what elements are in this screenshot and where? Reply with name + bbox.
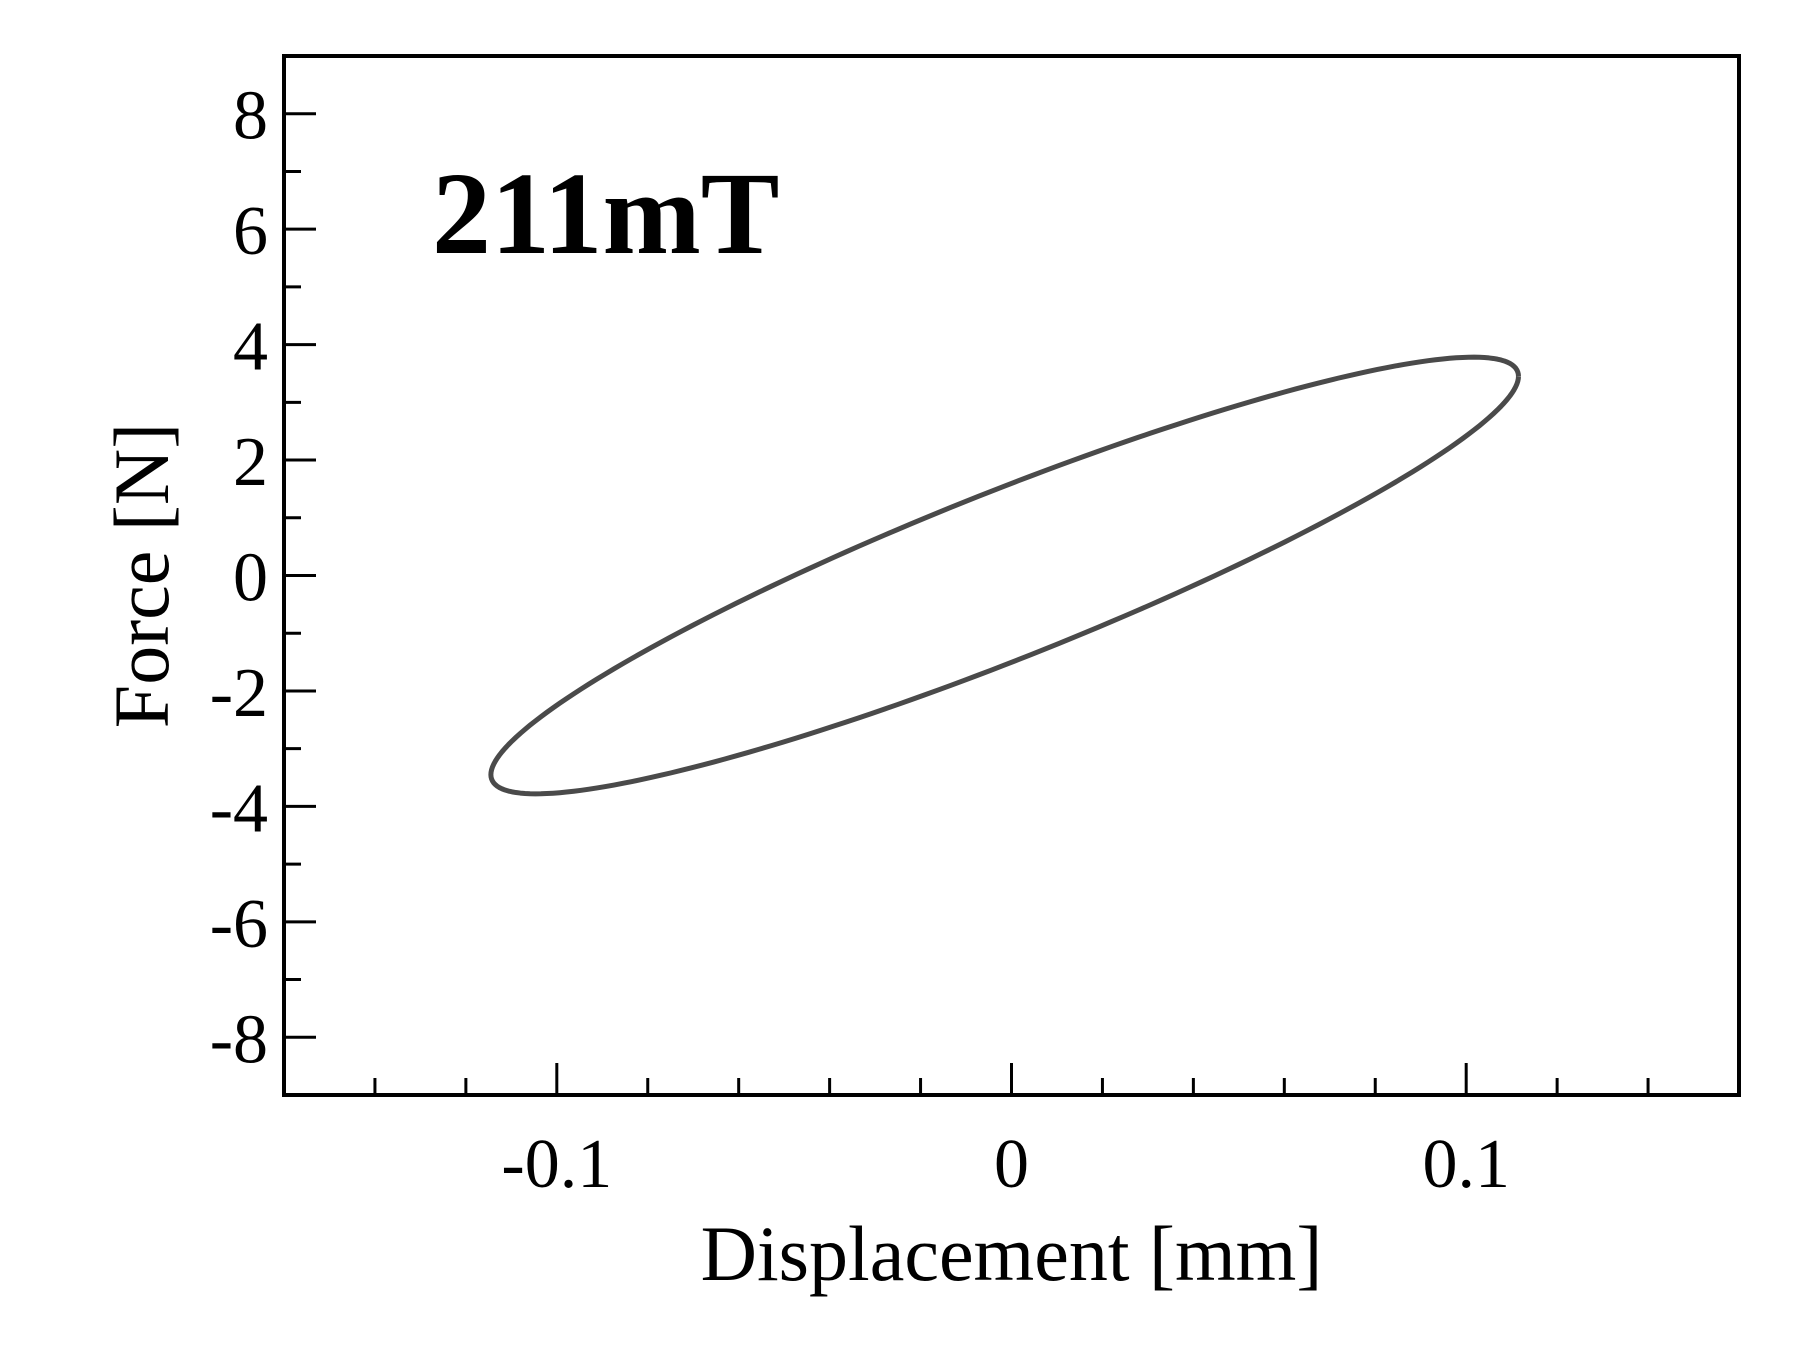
field-annotation: 211mT — [432, 148, 780, 279]
y-tick-label: -4 — [210, 770, 268, 847]
plot-frame — [282, 54, 1741, 1097]
y-tick-label: 4 — [233, 309, 268, 386]
major-ticks — [284, 112, 1468, 1095]
hysteresis-loop — [488, 354, 1521, 797]
x-axis-title: Displacement [mm] — [701, 1210, 1323, 1297]
y-tick-label: -8 — [210, 1001, 268, 1078]
x-tick-label: 0.1 — [1422, 1126, 1510, 1203]
x-tick-label: -0.1 — [501, 1126, 612, 1203]
y-tick-label: -6 — [210, 886, 268, 963]
y-axis-title: Force [N] — [98, 423, 185, 728]
y-tick-label: 6 — [233, 193, 268, 270]
minor-ticks — [284, 169, 1650, 1095]
y-tick-label: -2 — [210, 655, 268, 732]
y-tick-label: 0 — [233, 540, 268, 617]
tick-labels: 8 6 4 2 0 -2 -4 -6 -8 -0.1 0 0.1 — [210, 78, 1510, 1203]
y-tick-label: 8 — [233, 78, 268, 155]
y-tick-label: 2 — [233, 424, 268, 501]
x-tick-label: 0 — [994, 1126, 1029, 1203]
